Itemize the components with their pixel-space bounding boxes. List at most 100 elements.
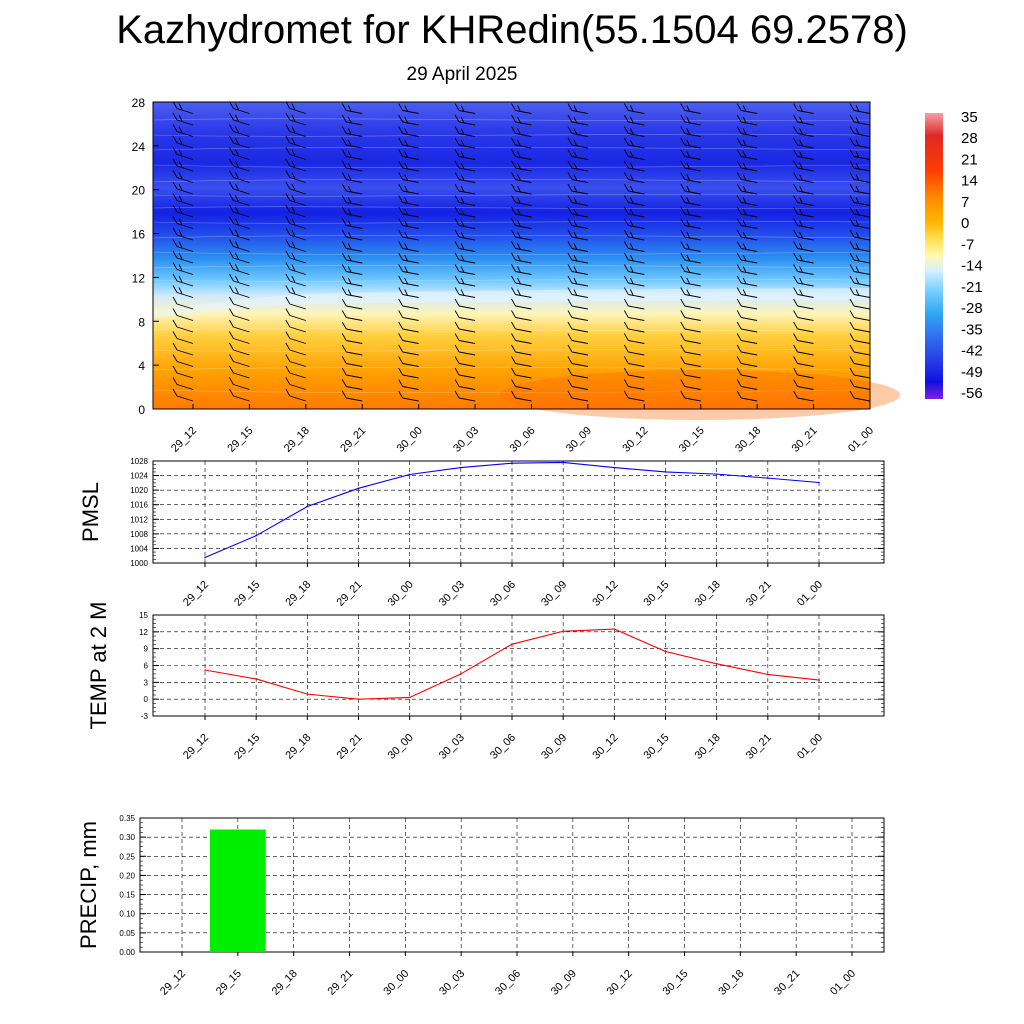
wind-barb-flag — [460, 197, 465, 204]
wind-barb-flag — [855, 231, 860, 239]
wind-barb-flag — [454, 126, 460, 134]
wind-barb-flag — [629, 231, 634, 239]
wind-barb-flag — [517, 151, 521, 158]
wind-barb-flag — [567, 356, 573, 364]
data-point — [562, 461, 564, 464]
wind-barb-flag — [573, 243, 578, 250]
wind-barb-flag — [567, 206, 573, 215]
wind-barb-flag — [291, 126, 296, 133]
wind-barb-flag — [623, 241, 629, 249]
colorbar-label: -14 — [961, 258, 983, 275]
wind-barb-staff — [233, 234, 250, 241]
wind-barb-flag — [799, 128, 803, 135]
wind-barb-flag — [849, 126, 855, 134]
wind-barb-staff — [797, 259, 814, 264]
wind-barb-staff — [741, 236, 758, 241]
wind-barb-flag — [229, 147, 234, 155]
wind-barb-staff — [176, 349, 194, 356]
wind-barb-flag — [742, 289, 747, 296]
wind-barb-flag — [172, 216, 178, 224]
wind-barb-flag — [341, 160, 347, 169]
wind-barb-staff — [797, 121, 814, 126]
wind-barb-flag — [793, 206, 798, 215]
wind-barb-flag — [172, 112, 178, 121]
wind-barb-flag — [460, 231, 465, 239]
wind-barb-flag — [623, 218, 629, 226]
wind-barb-staff — [346, 213, 363, 218]
colorbar-label: -49 — [961, 364, 983, 381]
wind-barb-flag — [398, 114, 404, 123]
wind-barb-flag — [454, 367, 460, 376]
wind-barb-staff — [628, 340, 645, 344]
wind-barb-staff — [459, 294, 476, 298]
wind-barb-staff — [797, 317, 814, 321]
wind-barb-flag — [629, 185, 634, 193]
wind-barb-staff — [459, 271, 476, 275]
colorbar-label: 21 — [961, 151, 978, 168]
wind-barb-flag — [285, 101, 291, 109]
wind-barb-staff — [176, 384, 194, 390]
wind-barb-staff — [402, 248, 419, 252]
wind-barb-staff — [515, 202, 532, 206]
wind-barb-staff — [289, 165, 306, 172]
wind-barb-flag — [567, 137, 573, 146]
wind-barb-flag — [235, 287, 239, 294]
wind-barb-flag — [511, 149, 516, 157]
contour-line — [152, 133, 871, 137]
wind-barb-staff — [684, 236, 701, 241]
wind-barb-flag — [686, 162, 691, 170]
wind-barb-flag — [793, 252, 798, 261]
wind-barb-staff — [402, 305, 419, 310]
wind-barb-staff — [176, 257, 194, 264]
wind-barb-flag — [736, 103, 742, 111]
y-tick-label: 0.30 — [119, 833, 135, 842]
wind-barb-staff — [176, 177, 194, 183]
wind-barb-flag — [341, 195, 347, 203]
wind-barb-flag — [736, 390, 742, 399]
wind-barb-staff — [402, 133, 419, 137]
wind-barb-staff — [346, 202, 363, 206]
x-tick-label: 30_21 — [744, 579, 774, 609]
wind-barb-flag — [229, 296, 234, 305]
wind-barb-staff — [571, 340, 588, 344]
wind-barb-staff — [515, 236, 532, 241]
wind-barb-flag — [793, 298, 798, 307]
wind-barb-flag — [229, 158, 234, 167]
wind-barb-flag — [623, 149, 629, 157]
wind-barb-flag — [686, 139, 691, 147]
wind-barb-flag — [291, 287, 296, 294]
data-point — [767, 673, 769, 676]
y-tick-label: 1020 — [130, 486, 148, 495]
wind-barb-staff — [571, 213, 588, 218]
wind-barb-flag — [341, 172, 347, 180]
wind-barb-flag — [235, 275, 239, 283]
wind-barb-flag — [235, 172, 239, 179]
wind-barb-flag — [347, 162, 352, 170]
wind-barb-staff — [571, 236, 588, 241]
wind-barb-staff — [233, 142, 250, 149]
wind-barb-staff — [853, 156, 871, 160]
wind-barb-staff — [515, 282, 532, 287]
wind-barb-flag — [172, 262, 178, 270]
wind-barb-staff — [628, 213, 645, 218]
wind-barb-staff — [346, 351, 363, 356]
x-tick-label: 01_00 — [828, 968, 858, 998]
wind-barb-flag — [680, 126, 686, 134]
wind-barb-staff — [741, 363, 758, 367]
wind-barb-flag — [285, 319, 291, 328]
wind-barb-staff — [853, 386, 871, 390]
wind-barb-flag — [229, 365, 234, 374]
wind-barb-staff — [346, 121, 363, 126]
wind-barb-staff — [233, 177, 250, 183]
wind-barb-staff — [741, 351, 758, 356]
wind-barb-staff — [289, 108, 306, 114]
x-tick-label: 30_21 — [772, 968, 802, 998]
wind-barb-flag — [793, 333, 798, 341]
wind-barb-flag — [680, 379, 686, 387]
y-tick-label: 28 — [132, 96, 146, 110]
wind-barb-flag — [341, 241, 347, 249]
wind-barb-flag — [629, 266, 634, 273]
wind-barb-flag — [341, 379, 347, 387]
wind-barb-flag — [567, 310, 573, 318]
wind-barb-flag — [623, 264, 629, 272]
